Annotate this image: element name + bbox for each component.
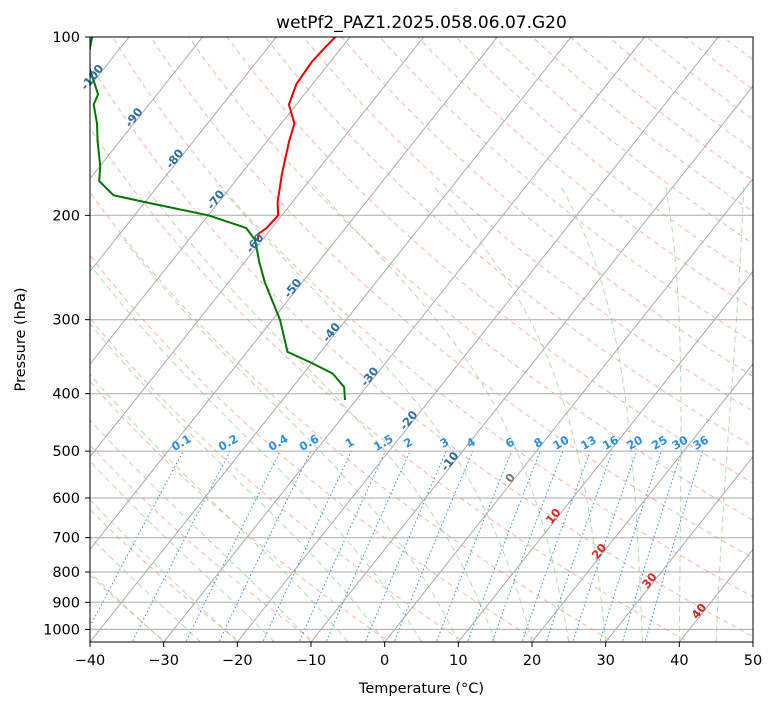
isotherm xyxy=(384,177,753,642)
mixing-ratio-label: 20 xyxy=(624,433,645,453)
mixing-ratio-line xyxy=(393,450,474,642)
mixing-ratio-line xyxy=(131,450,231,642)
x-tick-label: −20 xyxy=(222,653,253,669)
x-tick-label: 30 xyxy=(596,653,614,669)
dry-adiabat xyxy=(90,62,753,638)
dry-adiabat xyxy=(379,37,753,343)
y-tick-label: 400 xyxy=(52,387,80,403)
y-tick-label: 800 xyxy=(52,565,80,581)
dry-adiabat xyxy=(417,37,753,310)
moist-adiabat xyxy=(90,419,312,642)
moist-adiabat xyxy=(218,185,533,642)
isotherm xyxy=(310,85,753,642)
mixing-ratio-line xyxy=(90,450,184,628)
mixing-ratio-line xyxy=(435,450,513,642)
isotherm xyxy=(236,37,719,642)
x-tick-label: 20 xyxy=(523,653,541,669)
mixing-ratio-label: 25 xyxy=(649,433,670,453)
x-tick-label: 10 xyxy=(449,653,467,669)
plot-frame xyxy=(89,36,754,643)
x-axis-title: Temperature (°C) xyxy=(358,681,484,697)
mixing-ratio-line xyxy=(545,450,613,642)
y-tick-label: 1000 xyxy=(43,622,80,638)
mixing-ratio-line xyxy=(572,450,638,642)
moist-adiabat xyxy=(90,460,275,642)
x-tick-label: −40 xyxy=(75,653,106,669)
y-tick-label: 200 xyxy=(52,208,80,224)
moist-adiabat xyxy=(432,185,607,642)
mixing-ratio-line xyxy=(521,450,591,642)
moist-adiabat xyxy=(90,373,349,642)
mixing-ratio-label: 10 xyxy=(551,433,572,453)
dry-adiabat xyxy=(226,37,753,484)
moist-adiabat xyxy=(118,232,459,642)
mixing-ratio-label: 30 xyxy=(669,433,690,453)
dry-adiabat xyxy=(112,37,753,598)
x-tick-label: 50 xyxy=(744,653,762,669)
isotherm xyxy=(531,363,753,642)
mixing-ratio-label: 36 xyxy=(690,433,711,453)
y-tick-label: 500 xyxy=(52,444,80,460)
mixing-ratio-line xyxy=(599,450,662,642)
isotherm xyxy=(90,37,572,642)
isotherm xyxy=(90,37,203,180)
temperature-profile xyxy=(256,37,336,240)
y-tick-label: 700 xyxy=(52,531,80,547)
dry-adiabat xyxy=(302,37,753,412)
y-tick-label: 300 xyxy=(52,313,80,329)
isotherm xyxy=(90,37,277,273)
x-tick-label: −10 xyxy=(296,653,327,669)
y-tick-label: 600 xyxy=(52,491,80,507)
mixing-ratio-line xyxy=(364,450,447,642)
moist-adiabat xyxy=(559,185,643,642)
sounding-profiles xyxy=(90,37,346,401)
moist-adiabat xyxy=(90,499,238,642)
mixing-ratio-line xyxy=(621,450,683,642)
mixing-ratio-line xyxy=(491,450,564,642)
moist-adiabat xyxy=(313,185,570,642)
y-axis-title: Pressure (hPa) xyxy=(13,287,29,391)
isotherm xyxy=(605,455,753,642)
axes: −40 −30 −20 −10 0 10 20 30 40 50 100 200 300 400 500 60… xyxy=(43,30,762,669)
x-tick-label: 0 xyxy=(380,653,389,669)
chart-title: wetPf2_PAZ1.2025.058.06.07.G20 xyxy=(276,13,567,33)
moist-adiabat xyxy=(90,536,201,642)
isotherm xyxy=(457,270,753,642)
mixing-ratio-line xyxy=(262,450,353,642)
isotherm xyxy=(90,37,351,365)
mixing-ratio-label: 16 xyxy=(600,433,621,453)
moist-adiabat xyxy=(90,264,422,642)
y-tick-label: 100 xyxy=(52,30,80,46)
dewpoint-profile xyxy=(90,37,346,401)
y-tick-label: 900 xyxy=(52,595,80,611)
moist-adiabat xyxy=(147,190,496,642)
moist-adiabat xyxy=(90,322,386,642)
background-lines xyxy=(90,37,753,642)
x-tick-label: 40 xyxy=(670,653,688,669)
isotherm xyxy=(90,37,424,458)
mixing-ratio-line xyxy=(644,450,704,642)
x-tick-label: −30 xyxy=(148,653,179,669)
mixing-ratio-label: 13 xyxy=(578,433,599,453)
moist-adiabat xyxy=(664,185,682,642)
isotherm xyxy=(90,37,498,551)
moist-adiabat xyxy=(715,185,745,642)
isotherm xyxy=(163,37,645,642)
dry-adiabat xyxy=(90,444,316,642)
dry-adiabat xyxy=(90,254,540,642)
